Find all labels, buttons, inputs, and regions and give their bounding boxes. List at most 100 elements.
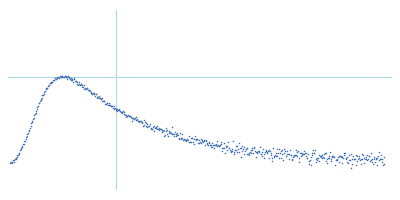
Point — [166, 129, 172, 133]
Point — [170, 133, 177, 136]
Point — [299, 151, 306, 154]
Point — [190, 142, 197, 146]
Point — [118, 111, 124, 114]
Point — [229, 149, 236, 153]
Point — [236, 142, 242, 145]
Point — [141, 118, 148, 121]
Point — [201, 139, 208, 143]
Point — [322, 152, 329, 155]
Point — [20, 142, 26, 146]
Point — [336, 160, 342, 164]
Point — [197, 137, 204, 140]
Point — [227, 149, 234, 152]
Point — [223, 145, 229, 149]
Point — [119, 111, 125, 114]
Point — [329, 156, 336, 159]
Point — [306, 159, 312, 162]
Point — [324, 162, 331, 165]
Point — [337, 155, 343, 158]
Point — [92, 92, 99, 95]
Point — [367, 159, 374, 162]
Point — [220, 142, 227, 145]
Point — [28, 122, 34, 125]
Point — [45, 84, 51, 88]
Point — [37, 100, 43, 103]
Point — [288, 153, 294, 156]
Point — [35, 104, 41, 108]
Point — [345, 162, 351, 165]
Point — [164, 129, 170, 132]
Point — [330, 155, 337, 159]
Point — [28, 121, 35, 124]
Point — [136, 120, 142, 124]
Point — [116, 108, 122, 111]
Point — [54, 76, 61, 79]
Point — [307, 158, 313, 161]
Point — [331, 156, 338, 159]
Point — [369, 157, 375, 161]
Point — [151, 124, 158, 127]
Point — [300, 152, 307, 155]
Point — [120, 110, 126, 113]
Point — [75, 83, 81, 86]
Point — [317, 156, 324, 159]
Point — [50, 79, 56, 82]
Point — [147, 127, 154, 131]
Point — [235, 147, 241, 150]
Point — [57, 76, 64, 79]
Point — [214, 145, 221, 148]
Point — [305, 152, 311, 156]
Point — [280, 147, 287, 150]
Point — [232, 145, 239, 148]
Point — [342, 157, 349, 160]
Point — [161, 134, 168, 137]
Point — [379, 161, 386, 164]
Point — [36, 102, 42, 105]
Point — [76, 82, 82, 85]
Point — [364, 159, 370, 162]
Point — [372, 156, 379, 159]
Point — [260, 147, 266, 151]
Point — [281, 152, 288, 155]
Point — [326, 155, 332, 158]
Point — [254, 151, 261, 154]
Point — [332, 159, 339, 162]
Point — [297, 155, 304, 158]
Point — [15, 154, 21, 157]
Point — [303, 155, 309, 158]
Point — [144, 123, 150, 126]
Point — [94, 95, 100, 98]
Point — [357, 158, 363, 161]
Point — [334, 158, 341, 161]
Point — [74, 82, 80, 86]
Point — [113, 109, 119, 112]
Point — [160, 128, 167, 131]
Point — [24, 132, 31, 136]
Point — [25, 131, 31, 134]
Point — [358, 162, 364, 166]
Point — [251, 146, 258, 149]
Point — [23, 135, 29, 138]
Point — [231, 150, 238, 153]
Point — [319, 156, 325, 159]
Point — [367, 159, 373, 162]
Point — [136, 119, 142, 123]
Point — [126, 115, 132, 118]
Point — [83, 87, 89, 90]
Point — [229, 147, 235, 151]
Point — [255, 149, 261, 152]
Point — [290, 156, 296, 159]
Point — [128, 115, 134, 119]
Point — [18, 146, 25, 149]
Point — [366, 155, 372, 158]
Point — [86, 89, 92, 92]
Point — [349, 158, 356, 161]
Point — [277, 156, 284, 159]
Point — [249, 147, 255, 150]
Point — [156, 128, 162, 131]
Point — [92, 94, 98, 97]
Point — [285, 153, 291, 156]
Point — [7, 160, 14, 164]
Point — [365, 157, 371, 160]
Point — [112, 107, 118, 110]
